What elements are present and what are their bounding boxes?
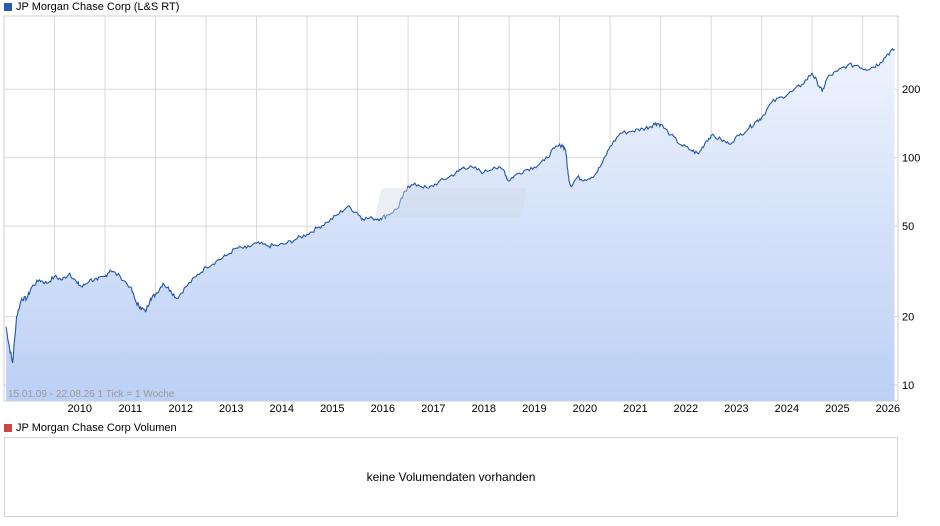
x-tick-label: 2018 bbox=[472, 403, 496, 415]
y-tick-label: 20 bbox=[902, 312, 914, 324]
x-tick-label: 2010 bbox=[68, 403, 92, 415]
y-tick-label: 100 bbox=[902, 153, 920, 165]
x-tick-label: 2017 bbox=[421, 403, 445, 415]
x-tick-label: 2016 bbox=[371, 403, 395, 415]
y-tick-label: 50 bbox=[902, 221, 914, 233]
x-tick-label: 2015 bbox=[320, 403, 344, 415]
date-range-label: 15.01.09 - 22.08.26 1 Tick = 1 Woche bbox=[8, 389, 175, 400]
no-volume-message: keine Volumendaten vorhanden bbox=[366, 470, 536, 484]
x-tick-label: 2019 bbox=[522, 403, 546, 415]
x-tick-label: 2024 bbox=[775, 403, 799, 415]
x-tick-label: 2012 bbox=[169, 403, 193, 415]
price-area bbox=[6, 48, 895, 402]
price-legend-swatch bbox=[4, 3, 12, 11]
price-legend-label: JP Morgan Chase Corp (L&S RT) bbox=[16, 1, 180, 13]
x-tick-label: 2023 bbox=[724, 403, 748, 415]
x-tick-label: 2026 bbox=[876, 403, 900, 415]
price-line bbox=[5, 47, 895, 364]
x-tick-label: 2011 bbox=[118, 403, 142, 415]
y-tick-label: 10 bbox=[902, 380, 914, 392]
x-tick-label: 2014 bbox=[270, 403, 294, 415]
volume-legend: JP Morgan Chase Corp Volumen bbox=[4, 421, 177, 435]
watermark-logo bbox=[374, 188, 528, 218]
volume-legend-label: JP Morgan Chase Corp Volumen bbox=[16, 422, 177, 434]
x-tick-label: 2020 bbox=[573, 403, 597, 415]
volume-panel: keine Volumendaten vorhanden bbox=[4, 437, 898, 517]
price-legend: JP Morgan Chase Corp (L&S RT) bbox=[4, 0, 179, 14]
x-axis: 2010 2011 2012 2013 2014 2015 2016 2017 2018 2019… bbox=[68, 403, 901, 415]
x-tick-label: 2025 bbox=[825, 403, 849, 415]
y-axis: 10 20 50 100 200 bbox=[902, 84, 920, 392]
x-tick-label: 2022 bbox=[674, 403, 698, 415]
y-tick-label: 200 bbox=[902, 84, 920, 96]
x-tick-label: 2021 bbox=[623, 403, 647, 415]
volume-legend-swatch bbox=[4, 424, 12, 432]
x-tick-label: 2013 bbox=[219, 403, 243, 415]
